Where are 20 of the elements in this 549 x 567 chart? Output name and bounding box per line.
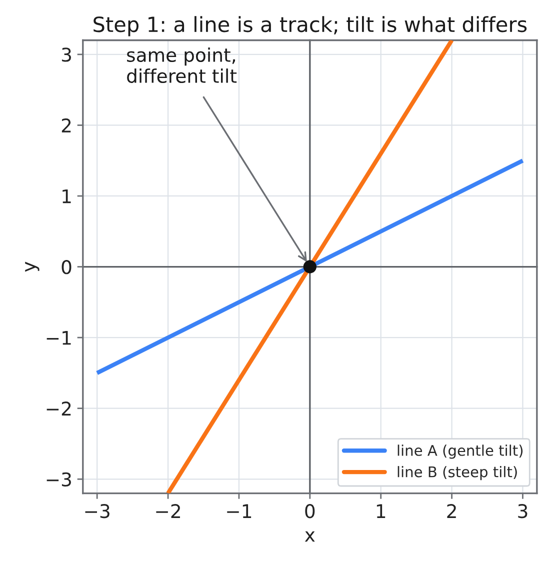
annotation: same point, different tilt bbox=[127, 48, 237, 84]
x-tick-label: 1 bbox=[376, 504, 386, 518]
y-tick-label: 1 bbox=[62, 189, 71, 204]
y-tick-label: −3 bbox=[46, 472, 71, 487]
chart-title: Step 1: a line is a track; tilt is what differs bbox=[94, 16, 527, 36]
legend-label: line B (steep tilt) bbox=[398, 466, 517, 480]
y-tick-label: 0 bbox=[62, 260, 72, 274]
x-tick-label: −1 bbox=[227, 504, 252, 518]
x-tick-label: 0 bbox=[305, 504, 315, 518]
x-axis-title: x bbox=[304, 531, 315, 542]
x-tick-label: 3 bbox=[518, 504, 528, 518]
x-tick-label: 2 bbox=[447, 504, 456, 518]
x-tick-label: −3 bbox=[85, 504, 110, 518]
y-tick-label: 3 bbox=[62, 48, 71, 62]
y-axis-title: y bbox=[25, 262, 40, 272]
legend-label: line A (gentle tilt) bbox=[398, 444, 523, 459]
y-tick-label: −2 bbox=[46, 402, 71, 416]
y-tick-label: 2 bbox=[62, 118, 71, 132]
y-tick-label: −1 bbox=[46, 331, 71, 345]
x-tick-label: −2 bbox=[156, 504, 180, 518]
